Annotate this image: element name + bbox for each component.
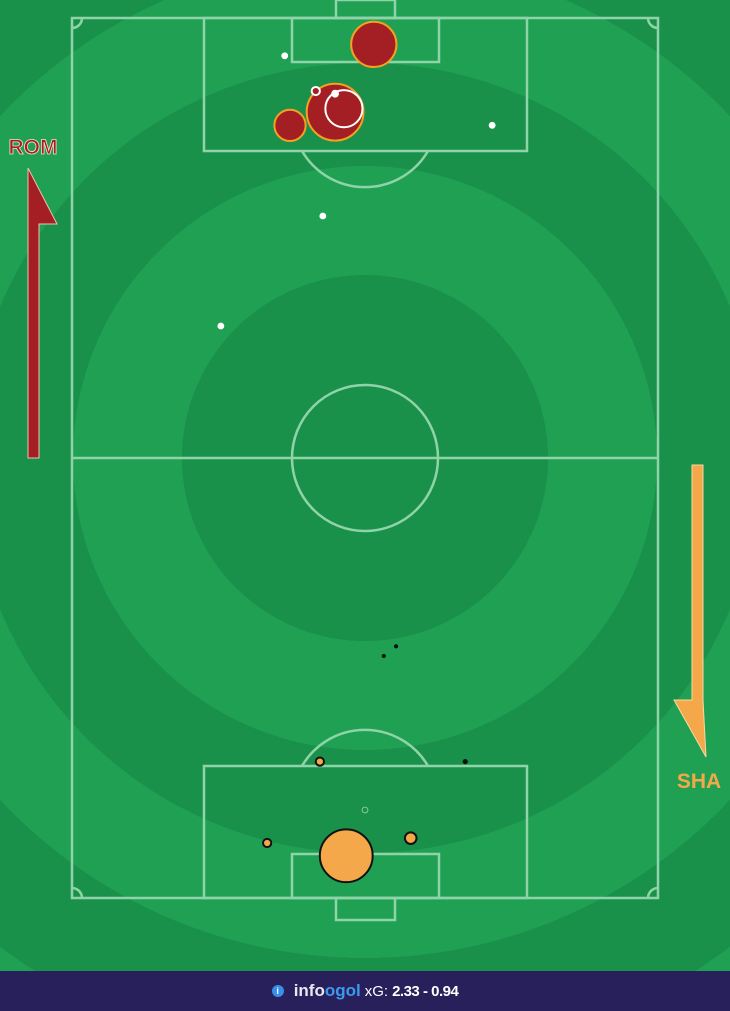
xg-label: xG: <box>364 982 389 1000</box>
bottom-goal <box>334 896 397 922</box>
rom-shot-goal <box>273 108 307 142</box>
rom-direction-arrow <box>27 167 58 459</box>
rom-shot <box>324 89 364 129</box>
team-label-rom: ROM <box>9 136 58 159</box>
sha-shot <box>462 759 468 765</box>
top-penalty-arc <box>300 150 430 189</box>
shots <box>217 20 496 884</box>
sha-shot <box>262 837 273 849</box>
corner-arcs <box>71 17 659 899</box>
pitch-lines <box>70 0 660 922</box>
sha-shot <box>381 653 386 659</box>
rom-shot <box>319 212 327 220</box>
shot-map: ROM SHA <box>0 0 730 971</box>
rom-shot <box>310 85 321 97</box>
rom-shot <box>217 322 225 330</box>
bottom-penalty-arc <box>300 728 430 767</box>
footer-bar: i infoogol xG: 2.33 - 0.94 <box>0 971 730 1011</box>
team-label-sha: SHA <box>677 770 721 793</box>
infogol-logo: infoogol <box>293 981 361 1000</box>
sha-shot <box>318 828 374 884</box>
sha-shot <box>394 644 399 649</box>
rom-shot <box>331 89 340 98</box>
center-circle <box>290 383 440 533</box>
info-icon[interactable]: i <box>271 985 284 997</box>
xg-score: 2.33 - 0.94 <box>392 982 459 1000</box>
rom-shot <box>488 121 496 129</box>
top-goal <box>334 0 397 20</box>
direction-arrows: ROM SHA <box>8 136 721 793</box>
sha-direction-arrow <box>673 464 707 758</box>
sha-shot <box>403 831 418 845</box>
sha-shot <box>361 806 369 814</box>
sha-shot <box>314 756 325 767</box>
rom-shot-goal <box>350 20 398 69</box>
background-rings <box>0 0 730 971</box>
rom-shot <box>281 52 289 60</box>
